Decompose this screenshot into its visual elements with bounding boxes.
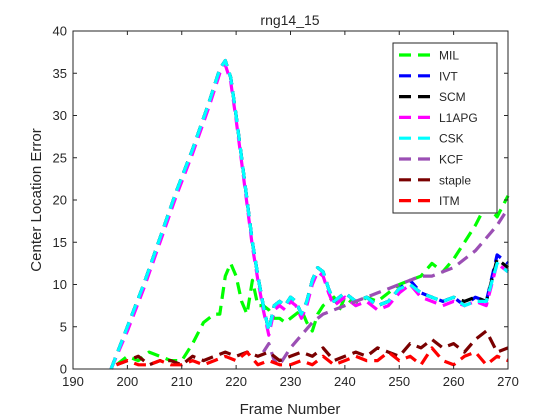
legend-label-scm: SCM bbox=[439, 90, 466, 104]
legend-label-csk: CSK bbox=[439, 132, 464, 146]
y-tick-label: 5 bbox=[60, 319, 67, 334]
series-layer bbox=[109, 58, 510, 370]
series-line-csk bbox=[109, 58, 509, 370]
x-axis-label: Frame Number bbox=[240, 401, 341, 418]
legend-label-staple: staple bbox=[439, 173, 471, 187]
x-tick-label: 200 bbox=[117, 374, 139, 389]
axes-layer: 190 200 210 220 230 240 250 260 270 0 5 10 15 20 25 30 3… bbox=[53, 24, 519, 390]
legend-label-ivt: IVT bbox=[439, 69, 458, 83]
y-axis-label: Center Location Error bbox=[28, 128, 45, 271]
legend-label-l1apg: L1APG bbox=[439, 111, 478, 125]
legend-label-itm: ITM bbox=[439, 194, 460, 208]
legend-label-mil: MIL bbox=[439, 49, 459, 63]
x-tick-label: 220 bbox=[225, 374, 247, 389]
y-tick-label: 40 bbox=[53, 24, 67, 39]
series-line-mil bbox=[115, 195, 510, 367]
legend-box bbox=[392, 42, 498, 214]
y-tick-label: 15 bbox=[53, 235, 67, 250]
y-tick-label: 25 bbox=[53, 150, 67, 165]
series-line-kcf bbox=[261, 207, 510, 367]
x-tick-label: 210 bbox=[171, 374, 193, 389]
legend: MIL IVT SCM L1APG CSK KCF staple ITM bbox=[392, 42, 498, 214]
x-tick-label: 190 bbox=[62, 374, 84, 389]
series-line-itm bbox=[115, 346, 509, 367]
y-tick-label: 20 bbox=[53, 193, 67, 208]
series-line-staple bbox=[115, 329, 509, 367]
y-tick-label: 10 bbox=[53, 277, 67, 292]
x-tick-label: 230 bbox=[280, 374, 302, 389]
x-tick-label: 270 bbox=[497, 374, 519, 389]
chart-title: rng14_15 bbox=[260, 12, 319, 28]
y-tick-label: 35 bbox=[53, 66, 67, 81]
x-tick-label: 250 bbox=[388, 374, 410, 389]
x-tick-label: 260 bbox=[443, 374, 465, 389]
y-tick-label: 30 bbox=[53, 108, 67, 123]
x-tick-label: 240 bbox=[334, 374, 356, 389]
series-line-l1apg bbox=[109, 63, 509, 370]
y-tick-label: 0 bbox=[60, 362, 67, 377]
legend-label-kcf: KCF bbox=[439, 153, 463, 167]
